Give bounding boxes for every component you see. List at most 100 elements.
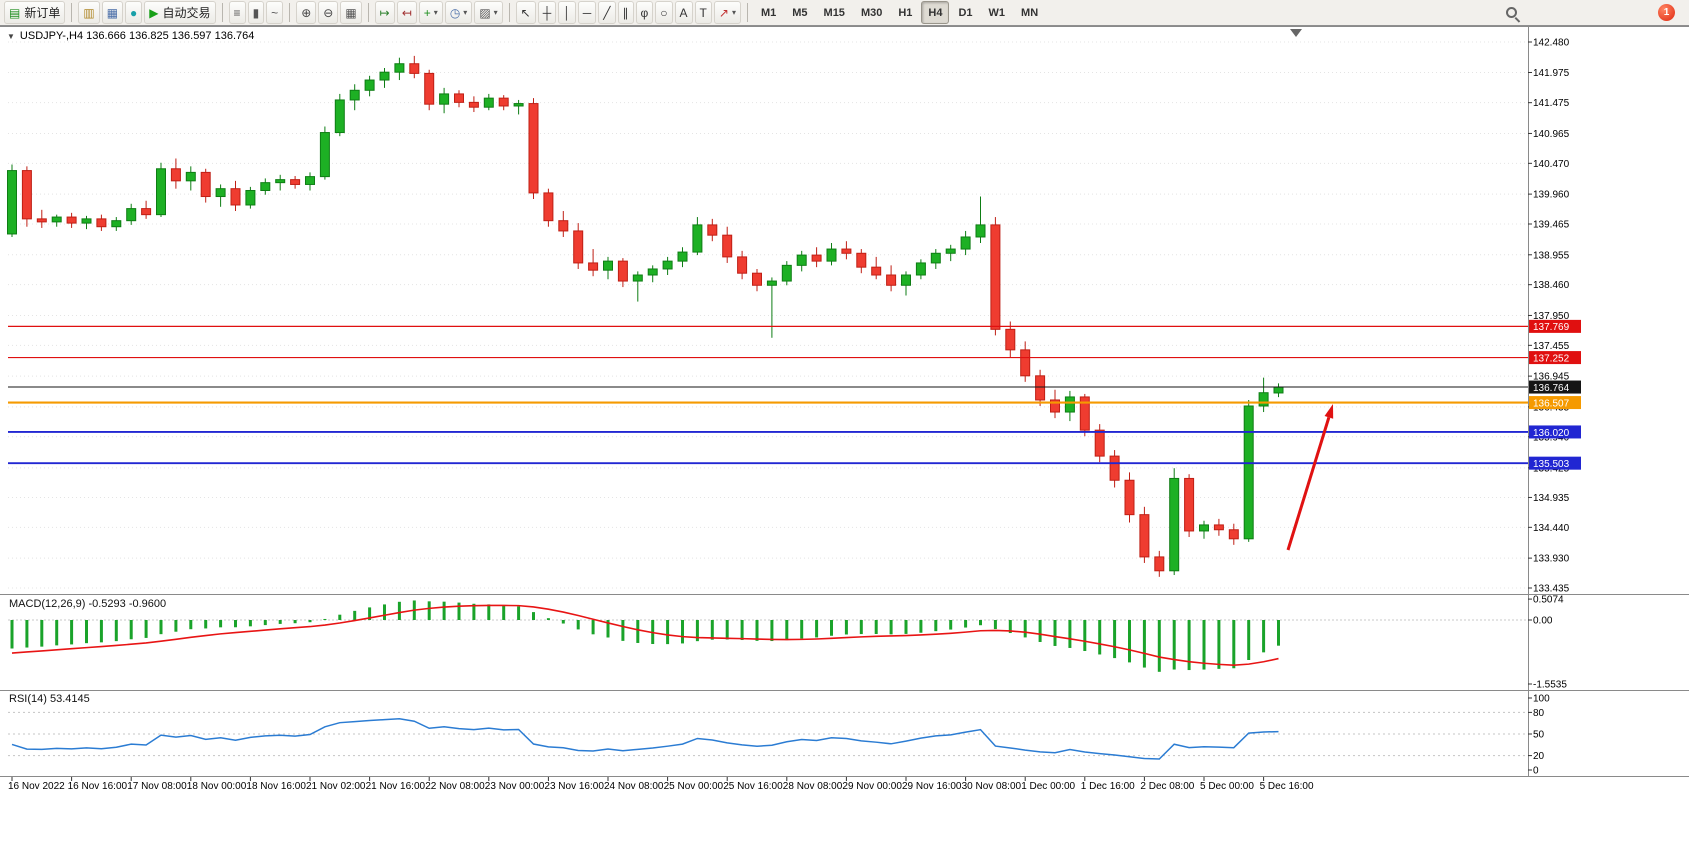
horizontal-line-icon: ─ xyxy=(582,5,592,20)
chart-candles-button[interactable]: ▮ xyxy=(247,1,265,24)
svg-text:25 Nov 16:00: 25 Nov 16:00 xyxy=(723,781,783,792)
rsi-axis[interactable]: 100 80 50 20 0 xyxy=(1528,694,1550,777)
svg-text:140.470: 140.470 xyxy=(1533,159,1570,170)
svg-text:2 Dec 08:00: 2 Dec 08:00 xyxy=(1140,781,1194,792)
svg-text:18 Nov 16:00: 18 Nov 16:00 xyxy=(246,781,306,792)
trend-arrow-annotation[interactable] xyxy=(1286,404,1334,551)
toolbar: ▤ 新订单 ▥ ▦ ● ▶ 自动交易 ≡ ▮ ~ ⊕ ⊖ ▦ ↦ ↤ + ▾ ◷ ▾ ▨ ▾ ↖ ┼ │ ─ ╱ ∥ φ ○ A T ↗ ▾ M… xyxy=(0,0,1689,26)
panel-borders xyxy=(0,26,1689,777)
horizontal-level-lines[interactable] xyxy=(8,325,1528,465)
macd-axis[interactable]: 0.5074 0.00 -1.5535 xyxy=(1528,595,1567,691)
svg-text:22 Nov 08:00: 22 Nov 08:00 xyxy=(425,781,485,792)
line-mode-icon: ~ xyxy=(271,5,279,20)
chart-symbol-title: ▼ USDJPY-,H4 136.666 136.825 136.597 136… xyxy=(7,30,254,42)
svg-text:100: 100 xyxy=(1533,694,1550,705)
timeframe-m15[interactable]: M15 xyxy=(823,6,845,19)
cursor-button[interactable]: ↖ xyxy=(515,1,536,24)
vertical-line-button[interactable]: │ xyxy=(558,1,576,24)
autotrading-button[interactable]: ▶ 自动交易 xyxy=(144,1,216,24)
search-icon[interactable] xyxy=(1506,7,1520,21)
timeframe-d1[interactable]: D1 xyxy=(958,6,973,19)
chart-line-button[interactable]: ~ xyxy=(266,1,284,24)
notification-badge[interactable]: 1 xyxy=(1658,4,1675,21)
price-tag[interactable] xyxy=(1529,319,1581,333)
tile-windows-button[interactable]: ▦ xyxy=(340,1,362,24)
timeframe-w1[interactable]: W1 xyxy=(988,6,1006,19)
timeframe-h4[interactable]: H4 xyxy=(921,1,950,24)
auto-scroll-button[interactable]: ↦ xyxy=(374,1,395,24)
time-axis[interactable]: 16 Nov 2022 16 Nov 16:00 17 Nov 08:00 18 No… xyxy=(8,777,1314,792)
macd-label: MACD(12,26,9) -0.5293 -0.9600 xyxy=(9,598,167,610)
autotrading-play-icon: ▶ xyxy=(149,5,159,20)
timeframe-m1[interactable]: M1 xyxy=(760,6,777,19)
svg-text:50: 50 xyxy=(1533,730,1545,741)
chart-window-icon: ▥ xyxy=(83,5,95,20)
tile-windows-icon: ▦ xyxy=(345,5,357,20)
indicators-button[interactable]: + ▾ xyxy=(418,1,443,24)
arrows-button[interactable]: ↗ ▾ xyxy=(713,1,741,24)
cursor-icon: ↖ xyxy=(520,5,531,20)
panel-splitter[interactable] xyxy=(0,593,1689,597)
svg-text:-1.5535: -1.5535 xyxy=(1533,680,1567,691)
chevron-down-icon[interactable]: ▼ xyxy=(7,31,15,41)
timeframe-m30[interactable]: M30 xyxy=(860,6,883,19)
fibonacci-button[interactable]: φ xyxy=(635,1,654,24)
rsi-line xyxy=(11,717,1279,760)
zoom-in-button[interactable]: ⊕ xyxy=(296,1,317,24)
svg-text:133.435: 133.435 xyxy=(1533,584,1570,595)
svg-text:135.503: 135.503 xyxy=(1533,459,1570,470)
zoom-out-button[interactable]: ⊖ xyxy=(318,1,339,24)
price-tags[interactable]: 137.769 137.252 136.764 136.507 136.020 135.5… xyxy=(1529,319,1581,470)
panel-splitter[interactable] xyxy=(0,689,1689,693)
price-axis[interactable]: 142.480 141.975 141.475 140.965 140.470 139.9… xyxy=(1528,38,1570,595)
trendline-button[interactable]: ╱ xyxy=(598,1,616,24)
new-chart-button[interactable]: ▥ xyxy=(78,1,100,24)
price-tag[interactable] xyxy=(1529,351,1581,365)
zoom-in-icon: ⊕ xyxy=(301,5,312,20)
svg-text:1 Dec 16:00: 1 Dec 16:00 xyxy=(1081,781,1135,792)
label-button[interactable]: T xyxy=(694,1,712,24)
svg-text:136.507: 136.507 xyxy=(1533,398,1570,409)
price-tag[interactable] xyxy=(1529,456,1581,470)
price-tag[interactable] xyxy=(1529,425,1581,439)
horizontal-line-button[interactable]: ─ xyxy=(577,1,597,24)
svg-text:139.960: 139.960 xyxy=(1533,190,1570,201)
chart-bars-button[interactable]: ≡ xyxy=(228,1,246,24)
svg-text:5 Dec 00:00: 5 Dec 00:00 xyxy=(1200,781,1254,792)
chart-plot-area[interactable] xyxy=(0,27,1528,593)
templates-button[interactable]: ▨ ▾ xyxy=(474,1,503,24)
svg-text:138.460: 138.460 xyxy=(1533,280,1570,291)
toolbar-separator xyxy=(221,3,223,22)
svg-text:30 Nov 08:00: 30 Nov 08:00 xyxy=(962,781,1022,792)
svg-text:21 Nov 02:00: 21 Nov 02:00 xyxy=(306,781,366,792)
shapes-icon: ○ xyxy=(660,5,668,20)
auto-scroll-icon: ↦ xyxy=(379,5,390,20)
profiles-button[interactable]: ▦ xyxy=(101,1,124,24)
toolbar-separator xyxy=(367,3,369,22)
timeframe-h1[interactable]: H1 xyxy=(898,6,913,19)
svg-text:5 Dec 16:00: 5 Dec 16:00 xyxy=(1260,781,1314,792)
periods-button[interactable]: ◷ ▾ xyxy=(444,1,473,24)
svg-text:138.955: 138.955 xyxy=(1533,250,1570,261)
svg-text:18 Nov 00:00: 18 Nov 00:00 xyxy=(187,781,247,792)
svg-text:1 Dec 00:00: 1 Dec 00:00 xyxy=(1021,781,1075,792)
svg-text:16 Nov 16:00: 16 Nov 16:00 xyxy=(68,781,128,792)
svg-text:0: 0 xyxy=(1533,766,1539,777)
svg-text:136.020: 136.020 xyxy=(1533,428,1570,439)
timeframe-m5[interactable]: M5 xyxy=(792,6,808,19)
crosshair-button[interactable]: ┼ xyxy=(537,1,557,24)
text-button[interactable]: A xyxy=(674,1,693,24)
candles-mode-icon: ▮ xyxy=(252,5,260,20)
price-tag[interactable] xyxy=(1529,380,1581,394)
candles-series xyxy=(7,55,1284,577)
community-button[interactable]: ● xyxy=(125,1,143,24)
chart-shift-button[interactable]: ↤ xyxy=(396,1,417,24)
shapes-button[interactable]: ○ xyxy=(655,1,673,24)
new-order-button[interactable]: ▤ 新订单 xyxy=(4,1,66,24)
svg-text:17 Nov 08:00: 17 Nov 08:00 xyxy=(127,781,187,792)
timeframe-mn[interactable]: MN xyxy=(1021,6,1039,19)
channel-button[interactable]: ∥ xyxy=(617,1,634,24)
chart-shift-marker[interactable] xyxy=(1290,29,1302,37)
price-tag[interactable] xyxy=(1529,396,1581,410)
